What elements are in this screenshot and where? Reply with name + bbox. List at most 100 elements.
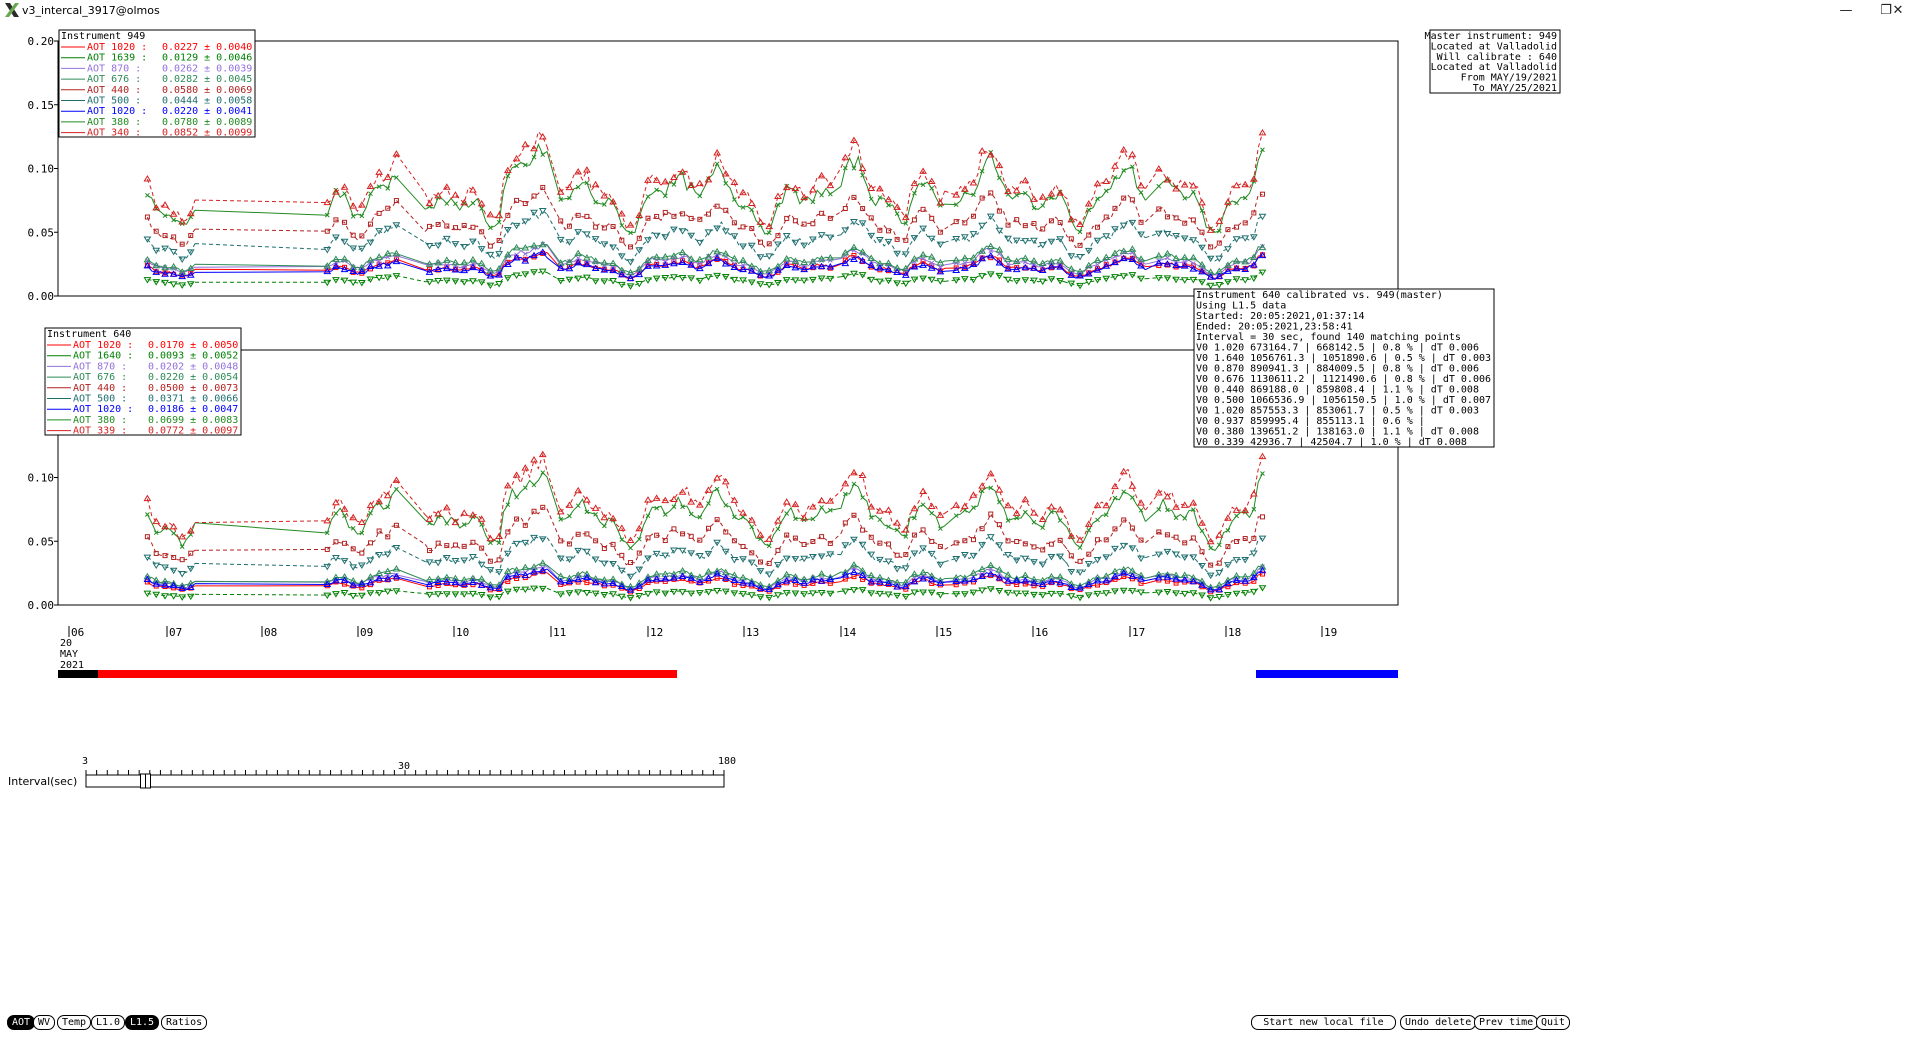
calibration-line: Instrument 640 calibrated vs. 949(master… xyxy=(1196,290,1443,301)
mode-button-aot[interactable]: AOT xyxy=(7,1015,36,1030)
data-point xyxy=(1232,557,1241,564)
data-point xyxy=(986,534,995,541)
mode-button-l15[interactable]: L1.5 xyxy=(125,1015,160,1030)
data-point xyxy=(774,592,782,599)
data-point xyxy=(1004,187,1012,195)
data-point xyxy=(826,497,835,504)
data-point xyxy=(486,282,495,290)
data-point xyxy=(713,272,722,280)
data-point xyxy=(1056,573,1065,580)
data-point xyxy=(910,276,919,284)
data-point xyxy=(960,264,969,271)
data-point xyxy=(342,191,347,196)
data-point xyxy=(782,254,791,262)
data-point xyxy=(600,241,609,248)
minimize-icon[interactable]: — xyxy=(1839,3,1853,18)
data-point xyxy=(349,581,358,588)
timeline-bar-start[interactable] xyxy=(58,670,98,678)
data-point xyxy=(1172,276,1180,284)
data-point xyxy=(858,164,867,171)
data-point xyxy=(1199,549,1205,555)
data-point xyxy=(1172,261,1180,269)
data-point xyxy=(635,579,644,586)
calibration-line: Started: 20:05:2021,01:37:14 xyxy=(1196,311,1365,322)
data-point xyxy=(1022,541,1028,547)
mode-button-wv[interactable]: WV xyxy=(33,1015,56,1030)
data-point xyxy=(512,272,521,279)
data-point xyxy=(960,577,969,584)
data-point xyxy=(670,259,678,267)
data-point xyxy=(469,263,477,271)
data-point xyxy=(488,540,493,546)
data-point xyxy=(375,262,384,269)
data-point xyxy=(444,543,450,549)
data-point xyxy=(713,247,722,255)
data-point xyxy=(591,590,600,598)
x-tick-label: 17 xyxy=(1132,626,1145,639)
data-point xyxy=(434,510,443,517)
timeline-bar-other[interactable] xyxy=(1256,670,1398,678)
mode-button-l10[interactable]: L1.0 xyxy=(91,1015,126,1030)
mode-button-temp[interactable]: Temp xyxy=(57,1015,92,1030)
quit-button[interactable]: Quit xyxy=(1536,1015,1571,1030)
data-point xyxy=(1102,177,1111,185)
data-point xyxy=(782,183,791,191)
data-point xyxy=(1005,538,1011,544)
timeline-bar-selected[interactable] xyxy=(98,670,677,678)
data-point xyxy=(1111,482,1119,490)
data-point xyxy=(1030,591,1038,599)
data-point xyxy=(1031,519,1037,525)
prev-time-button[interactable]: Prev time xyxy=(1474,1015,1539,1030)
data-point xyxy=(1242,220,1248,226)
data-point xyxy=(1258,243,1267,251)
data-point xyxy=(575,531,581,537)
data-point xyxy=(1258,585,1267,592)
data-point xyxy=(678,228,687,235)
data-point xyxy=(775,547,781,553)
data-point xyxy=(357,201,366,208)
data-point xyxy=(1234,538,1240,544)
data-point xyxy=(540,470,546,476)
data-point xyxy=(565,577,574,585)
data-point xyxy=(1189,182,1198,189)
data-point xyxy=(1103,188,1109,194)
data-point xyxy=(1119,569,1128,576)
data-point xyxy=(323,279,332,287)
data-point xyxy=(1241,180,1250,188)
data-point xyxy=(1234,200,1239,206)
data-point xyxy=(749,226,755,232)
data-point xyxy=(1030,237,1038,245)
slider-track[interactable] xyxy=(85,774,725,788)
mode-button-ratios[interactable]: Ratios xyxy=(161,1015,208,1030)
data-point xyxy=(721,228,730,235)
data-point xyxy=(1191,261,1196,266)
data-point xyxy=(558,538,564,544)
start-new-local-file-button[interactable]: Start new local file xyxy=(1251,1015,1396,1030)
data-point xyxy=(919,225,927,233)
undo-delete-button[interactable]: Undo delete xyxy=(1400,1015,1477,1030)
data-point xyxy=(383,225,392,233)
data-point xyxy=(1251,535,1257,541)
data-point xyxy=(1189,276,1198,284)
data-point xyxy=(1180,590,1189,598)
data-point xyxy=(827,215,833,221)
restore-icon[interactable]: ❐ xyxy=(1880,3,1892,18)
data-point xyxy=(1156,507,1162,512)
series-aot-340 xyxy=(143,128,1267,233)
data-point xyxy=(1232,276,1241,283)
data-point xyxy=(574,547,583,555)
data-point xyxy=(368,191,373,197)
data-point xyxy=(800,514,809,521)
data-point xyxy=(927,276,936,284)
data-point xyxy=(841,153,850,161)
data-point xyxy=(1021,576,1030,584)
data-point xyxy=(1137,555,1145,563)
interval-slider[interactable]: Interval(sec)3 30 180 xyxy=(8,756,736,789)
data-point xyxy=(496,219,502,225)
data-point xyxy=(593,224,599,230)
close-icon[interactable]: ✕ xyxy=(1892,3,1904,18)
